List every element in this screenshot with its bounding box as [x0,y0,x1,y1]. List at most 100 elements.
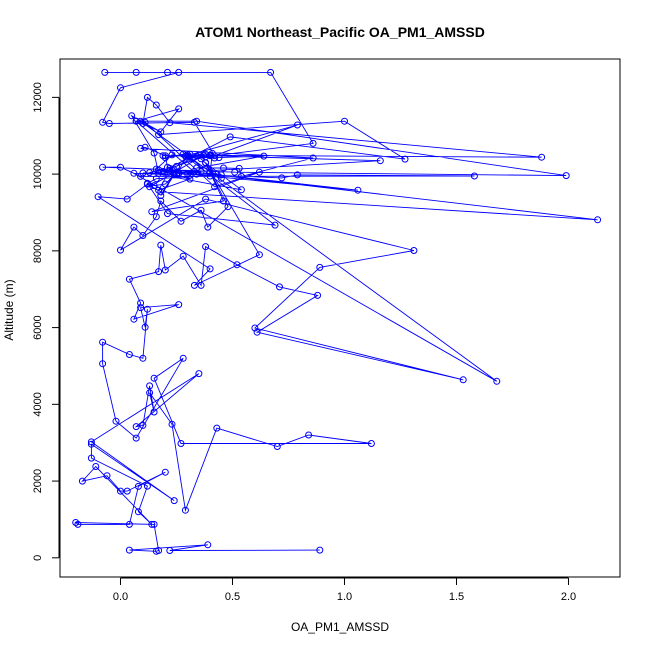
data-point [105,120,113,127]
data-point [146,382,154,390]
data-point [190,281,198,289]
data-point [132,68,140,76]
data-point [213,424,221,432]
chart-title: ATOM1 Northeast_Pacific OA_PM1_AMSSD [195,24,485,40]
data-point [159,152,167,160]
data-point [152,101,160,109]
data-point [155,268,163,276]
data-point [276,283,283,291]
data-point [493,377,501,385]
data-point [197,155,205,163]
data-point [152,213,160,221]
data-point [197,206,205,214]
data-point [161,152,169,160]
data-point [117,246,124,254]
data-point [211,183,219,191]
data-point [150,182,158,190]
data-point [202,195,210,203]
x-tick-label: 0.5 [225,591,240,603]
data-point [195,151,203,159]
data-point [538,153,546,161]
data-point [278,174,286,182]
data-point [410,247,418,254]
x-tick-label: 0.0 [113,591,128,603]
data-point [170,171,178,179]
data-point [217,171,225,179]
data-point [132,117,140,125]
data-point [206,265,214,273]
x-axis-label: OA_PM1_AMSSD [291,620,389,634]
data-point [179,150,187,158]
data-point [175,68,183,76]
data-point [186,150,194,158]
data-point [92,463,100,470]
data-point [78,477,86,485]
y-tick-label: 8000 [32,239,44,263]
data-point [150,149,158,157]
data-point [143,179,151,187]
data-point [197,281,205,289]
y-tick-label: 6000 [32,315,44,339]
data-point [204,223,212,231]
data-point [175,105,183,113]
data-point [155,166,163,174]
data-point [125,546,133,554]
data-point [233,261,241,269]
data-point [168,420,176,428]
data-point [177,440,185,447]
data-point [170,169,178,177]
data-point [155,547,163,554]
data-point [175,301,183,309]
data-point [202,243,210,251]
data-point [293,121,301,129]
data-point [195,370,203,378]
data-point [130,169,138,177]
data-point [217,174,225,182]
data-point [157,197,165,205]
data-point [137,299,145,307]
data-point [215,154,223,162]
data-point [231,168,239,176]
data-point [74,520,82,528]
series-line [74,71,598,552]
y-tick-label: 0 [32,555,44,561]
data-point [190,118,198,126]
data-point [206,172,214,180]
data-point [220,164,227,172]
data-point [161,180,169,188]
data-point [132,423,140,431]
data-point [117,163,124,171]
data-point [237,172,245,180]
data-point [139,421,147,429]
data-point [273,443,281,450]
data-point [123,487,131,495]
data-point [161,468,169,476]
data-point [179,252,187,260]
data-point [197,168,205,176]
data-point [150,520,158,528]
data-point [170,497,178,505]
data-point [309,154,317,162]
data-point [101,68,109,76]
x-tick-label: 1.5 [449,591,464,603]
data-point [157,188,165,196]
data-point [237,186,245,194]
data-point [159,167,167,175]
data-point [186,171,194,179]
data-point [130,315,138,323]
data-point [255,168,263,176]
data-point [146,183,154,191]
data-point [87,440,95,448]
data-point [226,133,234,141]
data-point [181,506,189,514]
data-point [139,169,147,177]
data-point [173,171,180,179]
data-point [99,360,107,368]
data-point [143,305,151,313]
data-point [206,169,214,177]
data-point [137,117,145,125]
data-point [314,291,322,299]
data-point [166,119,174,127]
data-point [186,175,194,183]
y-axis: 0 2000 4000 6000 8000 10000 12000 [32,82,60,561]
